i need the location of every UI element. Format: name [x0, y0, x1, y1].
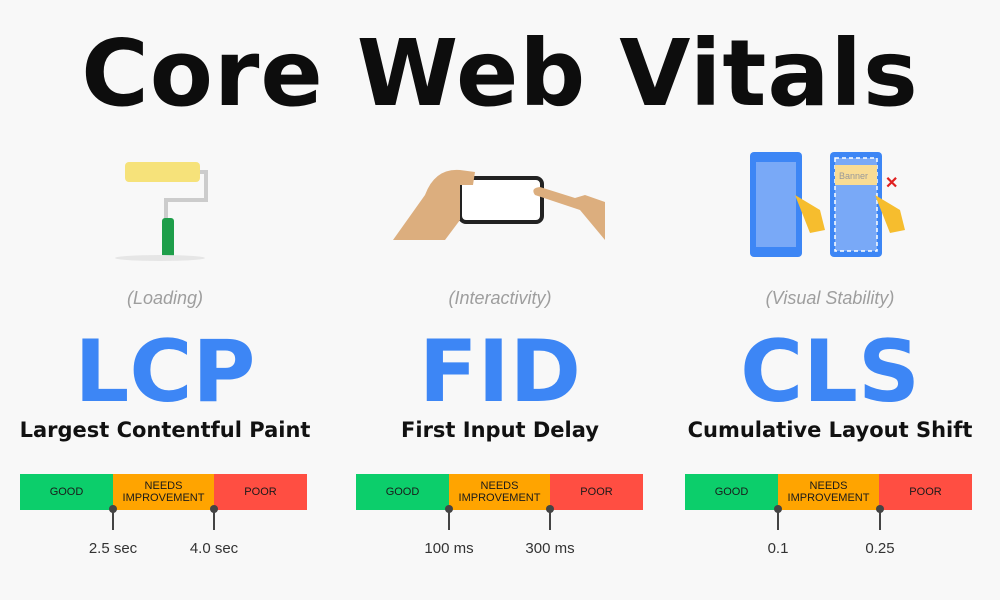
threshold-bar: GOOD NEEDS IMPROVEMENT POOR — [685, 474, 972, 510]
metric-name: First Input Delay — [401, 418, 599, 442]
banner-label: Banner — [839, 171, 868, 181]
threshold-marker — [445, 505, 453, 530]
metric-abbreviation: LCP — [74, 322, 256, 422]
category-label: (Loading) — [126, 288, 204, 308]
threshold-marker — [876, 505, 884, 530]
metric-abbreviation: FID — [418, 322, 582, 422]
threshold-label: 300 ms — [525, 540, 575, 557]
layout-shift-phones-icon: Banner ✕ — [750, 152, 905, 257]
threshold-marker — [546, 505, 554, 530]
page-title: Core Web Vitals — [81, 20, 919, 127]
paint-roller-icon — [115, 162, 208, 261]
segment-poor: POOR — [214, 474, 307, 510]
segment-needs-improvement: NEEDS IMPROVEMENT — [113, 474, 214, 510]
metric-name: Cumulative Layout Shift — [687, 418, 973, 442]
threshold-label: 4.0 sec — [189, 540, 239, 557]
threshold-bar: GOOD NEEDS IMPROVEMENT POOR — [356, 474, 643, 510]
category-label: (Interactivity) — [448, 288, 552, 308]
threshold-label: 100 ms — [424, 540, 474, 557]
threshold-marker — [109, 505, 117, 530]
segment-poor: POOR — [550, 474, 643, 510]
threshold-label: 2.5 sec — [88, 540, 138, 557]
segment-needs-improvement: NEEDS IMPROVEMENT — [778, 474, 879, 510]
svg-text:✕: ✕ — [885, 175, 898, 192]
segment-needs-improvement: NEEDS IMPROVEMENT — [449, 474, 550, 510]
threshold-marker — [210, 505, 218, 530]
threshold-bar: GOOD NEEDS IMPROVEMENT POOR — [20, 474, 307, 510]
metric-abbreviation: CLS — [740, 322, 920, 422]
segment-poor: POOR — [879, 474, 972, 510]
segment-good: GOOD — [356, 474, 449, 510]
metric-name: Largest Contentful Paint — [19, 418, 311, 442]
segment-good: GOOD — [685, 474, 778, 510]
category-label: (Visual Stability) — [765, 288, 895, 308]
segment-good: GOOD — [20, 474, 113, 510]
hands-tapping-phone-icon — [393, 169, 605, 240]
threshold-label: 0.1 — [767, 540, 789, 557]
threshold-marker — [774, 505, 782, 530]
threshold-label: 0.25 — [865, 540, 895, 557]
